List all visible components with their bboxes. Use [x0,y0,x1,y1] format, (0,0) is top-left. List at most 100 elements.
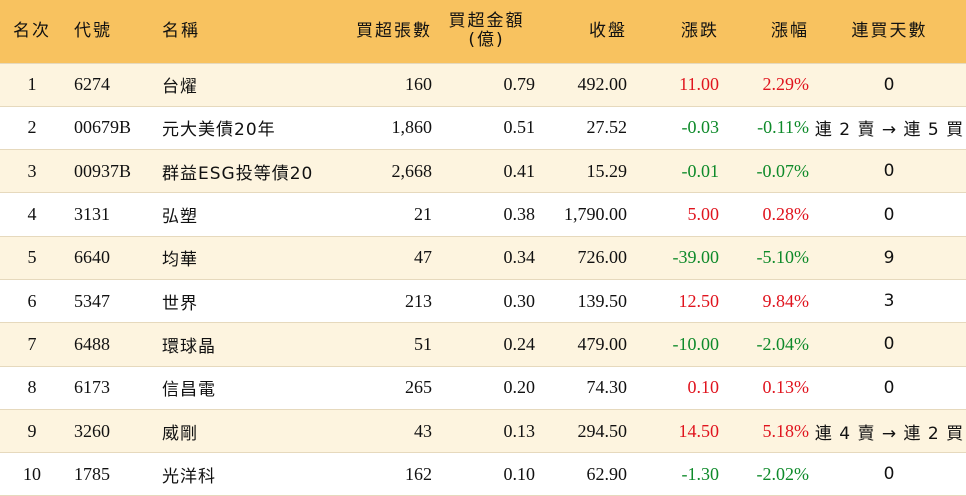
table-row: 9 3260 威剛 43 0.13 294.50 14.50 5.18% 連 4 賣 → 連 2… [0,409,966,453]
cell-net-buy-qty: 162 [405,463,432,484]
cell-close: 492.00 [577,74,628,95]
cell-rank: 3 [27,160,37,181]
table-row: 1 6274 台燿 160 0.79 492.00 11.00 2.29% 0 [0,63,966,107]
table-row: 5 6640 均華 47 0.34 726.00 -39.00 -5.10% 9 [0,236,966,280]
cell-change-pct: 5.18% [762,420,810,441]
cell-close: 62.90 [586,463,628,484]
cell-rank: 7 [27,333,37,354]
cell-rank: 2 [27,117,37,138]
cell-change-pct: -0.11% [757,117,809,138]
cell-code: 6488 [74,333,110,354]
cell-rank: 4 [27,204,37,225]
cell-streak: 連 2 賣 → 連 5 買 [814,120,965,141]
cell-change: 0.10 [687,377,720,398]
cell-net-buy-amount: 0.30 [503,290,536,311]
cell-net-buy-qty: 43 [414,420,432,441]
cell-close: 726.00 [577,247,628,268]
cell-close: 15.29 [586,160,628,181]
cell-net-buy-amount: 0.79 [503,74,536,95]
cell-rank: 9 [27,420,37,441]
cell-rank: 1 [27,74,37,95]
cell-name: 環球晶 [162,336,216,357]
cell-change: 5.00 [687,204,720,225]
cell-close: 74.30 [586,377,628,398]
cell-change-pct: -2.04% [756,333,810,354]
cell-net-buy-amount: 0.38 [503,204,536,225]
cell-rank: 6 [27,290,37,311]
cell-net-buy-qty: 51 [414,333,432,354]
header-net-buy-qty: 買超張數 [356,20,432,41]
cell-code: 3131 [74,204,110,225]
cell-close: 294.50 [577,420,628,441]
cell-net-buy-amount: 0.51 [503,117,536,138]
header-code: 代號 [74,20,112,41]
cell-change: 12.50 [678,290,720,311]
cell-change-pct: 2.29% [762,74,810,95]
cell-streak: 0 [883,334,896,355]
cell-streak: 0 [883,464,896,485]
cell-close: 1,790.00 [564,204,627,225]
cell-net-buy-amount: 0.20 [503,377,536,398]
cell-change-pct: 0.28% [762,204,810,225]
cell-net-buy-amount: 0.34 [503,247,536,268]
cell-change: -10.00 [672,333,720,354]
cell-change: -39.00 [672,247,720,268]
cell-change: 14.50 [678,420,720,441]
cell-streak: 9 [883,247,896,268]
cell-net-buy-amount: 0.10 [503,463,536,484]
cell-net-buy-amount: 0.13 [503,420,536,441]
cell-change: -0.01 [681,160,720,181]
cell-name: 元大美債20年 [162,120,276,141]
cell-name: 均華 [162,250,198,271]
cell-streak: 3 [883,291,896,312]
cell-change-pct: 9.84% [762,290,810,311]
table-header: 名次 代號 名稱 買超張數 買超金額 (億) 收盤 漲跌 漲幅 連買天數 [0,0,966,63]
cell-net-buy-qty: 1,860 [391,117,433,138]
cell-change-pct: 0.13% [762,377,810,398]
table-body: 1 6274 台燿 160 0.79 492.00 11.00 2.29% 0 2 00679B 元大… [0,63,966,496]
cell-rank: 5 [27,247,37,268]
cell-rank: 8 [27,377,37,398]
header-net-buy-amount: 買超金額 (億) [438,0,541,63]
table-row: 8 6173 信昌電 265 0.20 74.30 0.10 0.13% 0 [0,366,966,410]
header-row: 名次 代號 名稱 買超張數 買超金額 (億) 收盤 漲跌 漲幅 連買天數 [0,0,966,63]
cell-close: 27.52 [586,117,628,138]
cell-close: 479.00 [577,333,628,354]
cell-code: 00679B [74,117,132,138]
cell-net-buy-qty: 160 [405,74,432,95]
header-streak: 連買天數 [851,20,928,41]
header-change: 漲跌 [681,20,719,41]
cell-name: 信昌電 [162,380,216,401]
cell-code: 00937B [74,160,132,181]
cell-streak: 0 [883,161,896,182]
table-row: 2 00679B 元大美債20年 1,860 0.51 27.52 -0.03 -0.11% 連… [0,106,966,150]
table-row: 6 5347 世界 213 0.30 139.50 12.50 9.84% 3 [0,279,966,323]
cell-streak: 0 [883,74,896,95]
header-change-pct: 漲幅 [771,20,809,41]
cell-net-buy-amount: 0.41 [503,160,536,181]
cell-change: -0.03 [681,117,720,138]
cell-code: 5347 [74,290,110,311]
cell-net-buy-qty: 21 [414,204,432,225]
header-close: 收盤 [589,20,627,41]
cell-code: 6173 [74,377,110,398]
cell-change: 11.00 [679,74,719,95]
cell-code: 6640 [74,247,110,268]
cell-streak: 連 4 賣 → 連 2 買 [814,423,965,444]
cell-close: 139.50 [577,290,628,311]
cell-rank: 10 [23,463,41,484]
cell-net-buy-qty: 265 [405,377,432,398]
cell-name: 弘塑 [162,207,198,228]
table-row: 10 1785 光洋科 162 0.10 62.90 -1.30 -2.02% 0 [0,452,966,496]
cell-code: 3260 [74,420,110,441]
table-row: 7 6488 環球晶 51 0.24 479.00 -10.00 -2.04% 0 [0,322,966,367]
table-row: 4 3131 弘塑 21 0.38 1,790.00 5.00 0.28% 0 [0,192,966,237]
cell-change: -1.30 [681,463,720,484]
header-net-buy-amount-line2: (億) [468,30,505,51]
cell-name: 台燿 [162,77,198,98]
header-name: 名稱 [162,20,200,41]
cell-net-buy-amount: 0.24 [503,333,536,354]
cell-name: 群益ESG投等債20 [162,163,314,184]
